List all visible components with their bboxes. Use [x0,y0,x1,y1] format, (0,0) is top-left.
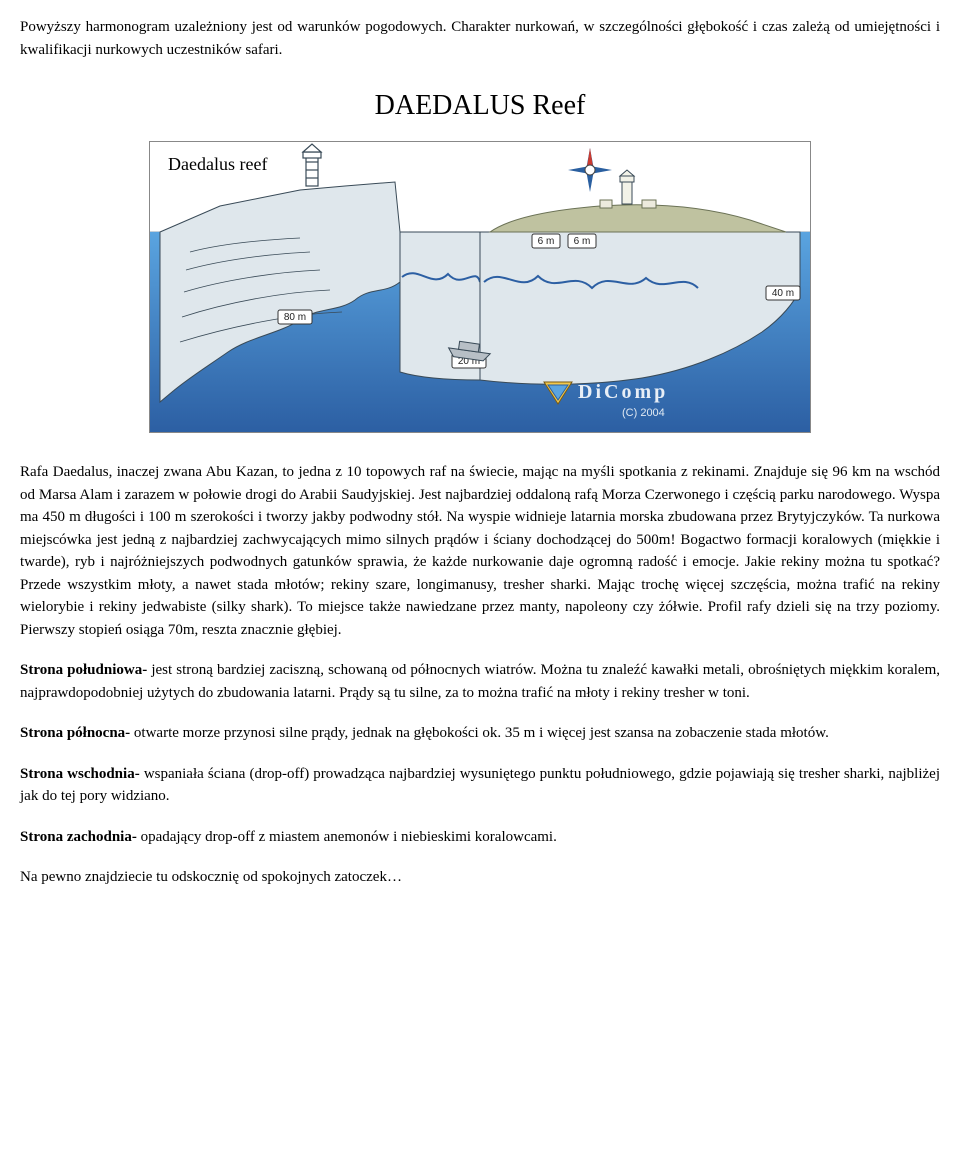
svg-text:6 m: 6 m [538,236,555,247]
depth-6m-a: 6 m [532,234,560,248]
section-east-label: Strona wschodnia- [20,766,144,782]
section-north: Strona północna- otwarte morze przynosi … [20,722,940,745]
brand-sub: (C) 2004 [622,407,665,419]
svg-text:40 m: 40 m [772,288,794,299]
diagram-container: Daedalus reef [20,141,940,433]
svg-text:6 m: 6 m [574,236,591,247]
diagram-title: Daedalus reef [168,154,267,174]
depth-6m-b: 6 m [568,234,596,248]
section-north-label: Strona północna- [20,725,134,741]
section-west-label: Strona zachodnia- [20,829,141,845]
building-1 [600,200,612,208]
building-2 [642,200,656,208]
section-east-text: wspaniała ściana (drop-off) prowadząca n… [20,766,940,805]
page-heading: DAEDALUS Reef [20,85,940,127]
lighthouse-right [620,170,634,204]
section-east: Strona wschodnia- wspaniała ściana (drop… [20,763,940,808]
depth-40m: 40 m [766,286,800,300]
section-west-text: opadający drop-off z miastem anemonów i … [141,829,557,845]
section-north-text: otwarte morze przynosi silne prądy, jedn… [134,725,829,741]
depth-80m: 80 m [278,310,312,324]
section-south-text: jest stroną bardziej zaciszną, schowaną … [20,662,940,701]
brand-text: DiComp [578,381,668,403]
main-paragraph: Rafa Daedalus, inaczej zwana Abu Kazan, … [20,461,940,641]
section-south-label: Strona południowa- [20,662,151,678]
intro-paragraph: Powyższy harmonogram uzależniony jest od… [20,16,940,61]
closing-paragraph: Na pewno znajdziecie tu odskocznię od sp… [20,866,940,889]
svg-text:80 m: 80 m [284,312,306,323]
section-west: Strona zachodnia- opadający drop-off z m… [20,826,940,849]
section-south: Strona południowa- jest stroną bardziej … [20,659,940,704]
lighthouse-left [303,144,321,186]
reef-diagram: Daedalus reef [149,141,811,433]
